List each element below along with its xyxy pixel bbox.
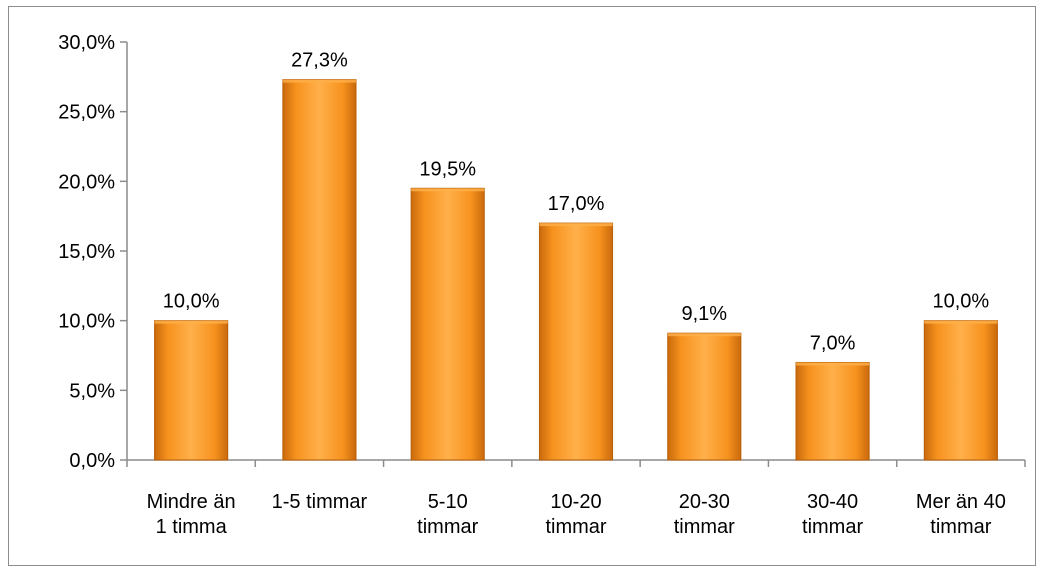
y-axis: 0,0% 5,0% 10,0% 15,0% 20,0% 25,0% 30,0% (58, 32, 128, 472)
data-label: 7,0% (810, 332, 856, 354)
category-labels: Mindre än 1 timma 1-5 timmar 5-10 timmar 10-2… (147, 491, 1006, 538)
data-labels: 10,0% 27,3% 19,5% 17,0% 9,1% 7,0% 10,0% (163, 50, 990, 355)
category-label: timmar (545, 516, 606, 538)
y-tick-label: 15,0% (58, 241, 115, 263)
y-tick-label: 25,0% (58, 102, 115, 124)
bar-top-highlight (154, 320, 228, 324)
y-tick-label: 0,0% (69, 450, 115, 472)
bar (923, 320, 998, 461)
bar-top-highlight (411, 188, 485, 192)
category-label: 5-10 (428, 491, 468, 513)
y-tick-label: 30,0% (58, 32, 115, 54)
category-label: timmar (802, 516, 863, 538)
data-label: 9,1% (681, 303, 727, 325)
bar (282, 79, 357, 461)
bar-top-highlight (796, 362, 870, 366)
category-label: 30-40 (807, 491, 858, 513)
category-label: Mindre än (147, 491, 236, 513)
y-tick-label: 10,0% (58, 311, 115, 333)
data-label: 10,0% (932, 291, 989, 313)
bar (667, 332, 742, 461)
x-axis (126, 459, 1026, 467)
category-label: timmar (417, 516, 478, 538)
category-label: timmar (674, 516, 735, 538)
y-tick-label: 5,0% (69, 380, 115, 402)
bar-top-highlight (282, 79, 356, 83)
chart-frame: 0,0% 5,0% 10,0% 15,0% 20,0% 25,0% 30,0% 10,0% 2… (8, 6, 1036, 566)
data-label: 27,3% (291, 50, 348, 72)
bar-top-highlight (539, 223, 613, 227)
bar-top-highlight (924, 320, 998, 324)
category-label: 20-30 (679, 491, 730, 513)
bars (154, 79, 998, 461)
bar (795, 361, 870, 461)
bar-chart: 0,0% 5,0% 10,0% 15,0% 20,0% 25,0% 30,0% 10,0% 2… (58, 32, 1026, 538)
data-label: 19,5% (419, 158, 476, 180)
bar (538, 222, 614, 461)
bar (410, 187, 485, 461)
data-label: 17,0% (548, 193, 605, 215)
category-label: Mer än 40 (916, 491, 1006, 513)
category-label: 1 timma (156, 516, 228, 538)
category-label: timmar (930, 516, 991, 538)
bar (154, 320, 229, 461)
y-tick-label: 20,0% (58, 171, 115, 193)
data-label: 10,0% (163, 291, 220, 313)
category-label: 10-20 (550, 491, 601, 513)
bar-top-highlight (667, 333, 741, 337)
category-label: 1-5 timmar (272, 491, 368, 513)
